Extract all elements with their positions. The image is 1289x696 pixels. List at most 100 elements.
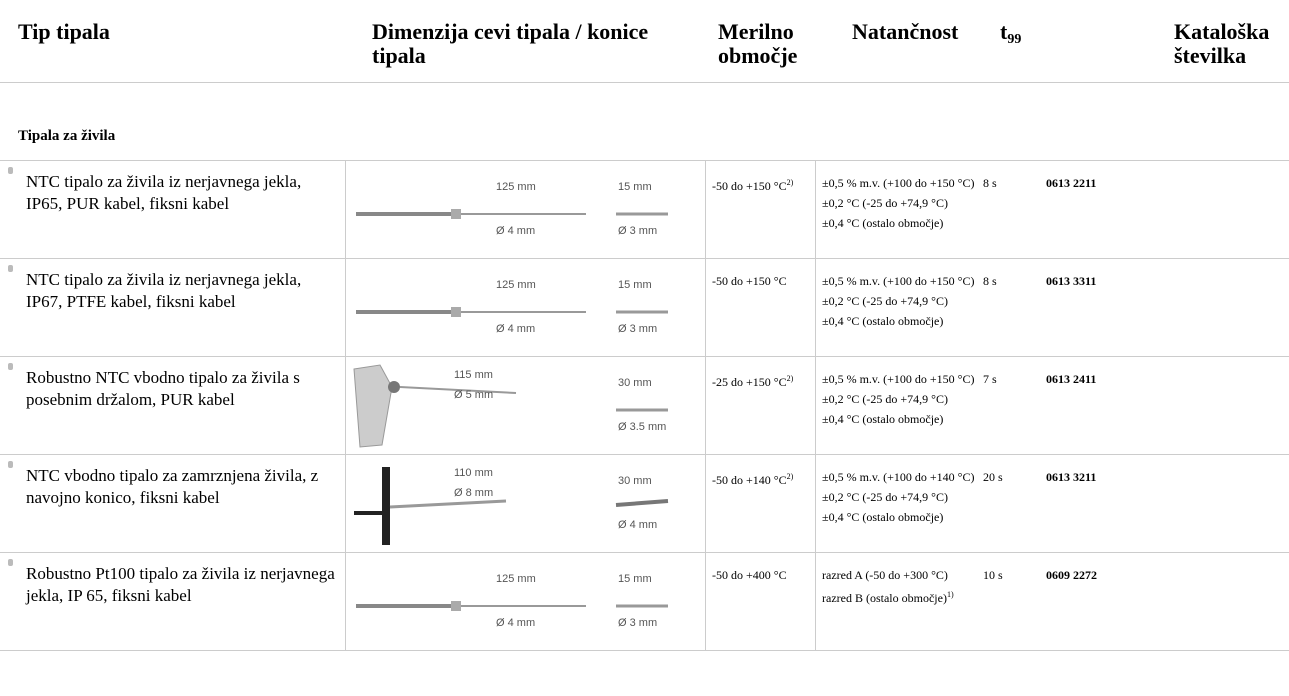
dimension-label: 15 mm bbox=[618, 573, 652, 585]
range-text: -50 do +150 °C bbox=[712, 179, 787, 193]
accuracy-cell: ±0,5 % m.v. (+100 do +150 °C) ±0,2 °C (-2… bbox=[822, 271, 974, 331]
table-row: NTC tipalo za živila iz nerjavnega jekla… bbox=[0, 160, 1289, 258]
accuracy-cell: ±0,5 % m.v. (+100 do +150 °C) ±0,2 °C (-2… bbox=[822, 173, 974, 233]
probe-shaft bbox=[389, 499, 507, 509]
dimension-label: 125 mm bbox=[496, 573, 536, 585]
accuracy-cell: razred A (-50 do +300 °C) razred B (ostal… bbox=[822, 565, 954, 608]
range-text: -50 do +400 °C bbox=[712, 568, 787, 582]
accuracy-text: ±0,5 % m.v. (+100 do +150 °C) bbox=[822, 372, 975, 386]
dimension-label: 125 mm bbox=[496, 181, 536, 193]
accuracy-text: ±0,5 % m.v. (+100 do +150 °C) bbox=[822, 274, 975, 288]
accuracy-line: ±0,5 % m.v. (+100 do +150 °C) bbox=[822, 173, 974, 193]
accuracy-text: ±0,5 % m.v. (+100 do +140 °C) bbox=[822, 470, 975, 484]
catalog-number: 0613 3311 bbox=[1046, 274, 1097, 288]
bullet bbox=[8, 559, 13, 566]
t99-cell: 8 s bbox=[983, 176, 997, 190]
dimension-label: 125 mm bbox=[496, 279, 536, 291]
dimension-cell: 115 mm Ø 5 mm 30 mm Ø 3.5 mm bbox=[346, 357, 704, 454]
accuracy-line: ±0,4 °C (ostalo območje) bbox=[822, 409, 974, 429]
catalog-number: 0613 2411 bbox=[1046, 372, 1097, 386]
t99-cell: 8 s bbox=[983, 274, 997, 288]
probe-drawing bbox=[356, 307, 668, 317]
header-cell: Natančnost bbox=[852, 19, 959, 44]
dimension-label: Ø 5 mm bbox=[454, 389, 494, 401]
range-cell: -50 do +400 °C bbox=[712, 565, 787, 585]
accuracy-text: razred B (ostalo območje) bbox=[822, 591, 947, 605]
dimension-label: Ø 3 mm bbox=[618, 323, 658, 335]
probe-grip bbox=[451, 601, 461, 611]
header-cell: Merilno območje bbox=[718, 19, 798, 68]
column-divider bbox=[345, 161, 346, 258]
accuracy-line: ±0,2 °C (-25 do +74,9 °C) bbox=[822, 487, 974, 507]
table-header: Tip tipala Dimenzija cevi tipala / konic… bbox=[0, 0, 1289, 83]
t99-cell: 20 s bbox=[983, 470, 1003, 484]
header-cell: Tip tipala bbox=[18, 19, 110, 44]
probe-drawing bbox=[356, 601, 668, 611]
range-cell: -50 do +140 °C2) bbox=[712, 467, 793, 490]
accuracy-text: razred A (-50 do +300 °C) bbox=[822, 568, 948, 582]
range-footnote: 2) bbox=[786, 178, 794, 187]
table-body: NTC tipalo za živila iz nerjavnega jekla… bbox=[0, 160, 1289, 651]
column-divider bbox=[815, 161, 816, 258]
table-row: Robustno Pt100 tipalo za živila iz nerja… bbox=[0, 552, 1289, 651]
accuracy-line: ±0,5 % m.v. (+100 do +140 °C) bbox=[822, 467, 974, 487]
bullet bbox=[8, 167, 13, 174]
range-text: -50 do +150 °C bbox=[712, 274, 787, 288]
header-text: t bbox=[1000, 19, 1008, 44]
dimension-label: Ø 4 mm bbox=[496, 225, 536, 237]
dimension-label: Ø 3 mm bbox=[618, 225, 658, 237]
probe-handle bbox=[382, 467, 390, 545]
header-cell: t99 bbox=[1000, 20, 1021, 52]
dimension-label: Ø 4 mm bbox=[618, 519, 658, 531]
dimension-cell: 125 mm Ø 4 mm 15 mm Ø 3 mm bbox=[346, 553, 704, 650]
accuracy-line: ±0,4 °C (ostalo območje) bbox=[822, 507, 974, 527]
accuracy-text: ±0,4 °C (ostalo območje) bbox=[822, 412, 944, 426]
catalog-number: 0613 2211 bbox=[1046, 176, 1097, 190]
catalog-number: 0613 3211 bbox=[1046, 470, 1097, 484]
probe-name: NTC vbodno tipalo za zamrznjena živila, … bbox=[26, 466, 319, 507]
column-divider bbox=[705, 357, 706, 454]
header-cell: Kataloška številka bbox=[1174, 19, 1270, 68]
bullet bbox=[8, 363, 13, 370]
dimension-cell: 125 mm Ø 4 mm 15 mm Ø 3 mm bbox=[346, 161, 704, 258]
column-divider bbox=[345, 259, 346, 356]
probe-drawing bbox=[353, 364, 668, 448]
accuracy-line: razred A (-50 do +300 °C) bbox=[822, 565, 954, 585]
probe-knob bbox=[388, 381, 400, 393]
range-cell: -50 do +150 °C bbox=[712, 271, 787, 291]
column-divider bbox=[345, 455, 346, 552]
dimension-label: 30 mm bbox=[618, 377, 652, 389]
dimension-label: Ø 4 mm bbox=[496, 323, 536, 335]
accuracy-text: ±0,4 °C (ostalo območje) bbox=[822, 216, 944, 230]
dimension-cell: 125 mm Ø 4 mm 15 mm Ø 3 mm bbox=[346, 259, 704, 356]
probe-name: Robustno Pt100 tipalo za živila iz nerja… bbox=[26, 564, 335, 605]
dimension-label: 110 mm bbox=[454, 467, 493, 479]
section-title: Tipala za živila bbox=[18, 128, 116, 144]
bullet bbox=[8, 265, 13, 272]
probe-name: Robustno NTC vbodno tipalo za živila s p… bbox=[26, 368, 300, 409]
accuracy-line: ±0,4 °C (ostalo območje) bbox=[822, 213, 974, 233]
column-divider bbox=[815, 455, 816, 552]
dimension-label: Ø 3 mm bbox=[618, 617, 658, 629]
range-text: -50 do +140 °C bbox=[712, 473, 787, 487]
column-divider bbox=[345, 357, 346, 454]
range-cell: -50 do +150 °C2) bbox=[712, 173, 793, 196]
dimension-label: Ø 4 mm bbox=[496, 617, 536, 629]
accuracy-text: ±0,2 °C (-25 do +74,9 °C) bbox=[822, 490, 948, 504]
dimension-label: 15 mm bbox=[618, 279, 652, 291]
accuracy-text: ±0,4 °C (ostalo območje) bbox=[822, 314, 944, 328]
column-divider bbox=[815, 553, 816, 650]
range-cell: -25 do +150 °C2) bbox=[712, 369, 793, 392]
catalog-number: 0609 2272 bbox=[1046, 568, 1097, 582]
accuracy-footnote: 1) bbox=[946, 590, 954, 599]
probe-tip bbox=[615, 499, 669, 507]
probe-handle bbox=[353, 364, 393, 448]
header-cell: Dimenzija cevi tipala / konice tipala bbox=[372, 19, 649, 68]
accuracy-text: ±0,2 °C (-25 do +74,9 °C) bbox=[822, 196, 948, 210]
header-subscript: 99 bbox=[1007, 32, 1022, 47]
dimension-label: 30 mm bbox=[618, 475, 652, 487]
dimension-label: Ø 3.5 mm bbox=[618, 421, 667, 433]
accuracy-line: ±0,5 % m.v. (+100 do +150 °C) bbox=[822, 369, 974, 389]
dimension-label: Ø 8 mm bbox=[454, 487, 494, 499]
